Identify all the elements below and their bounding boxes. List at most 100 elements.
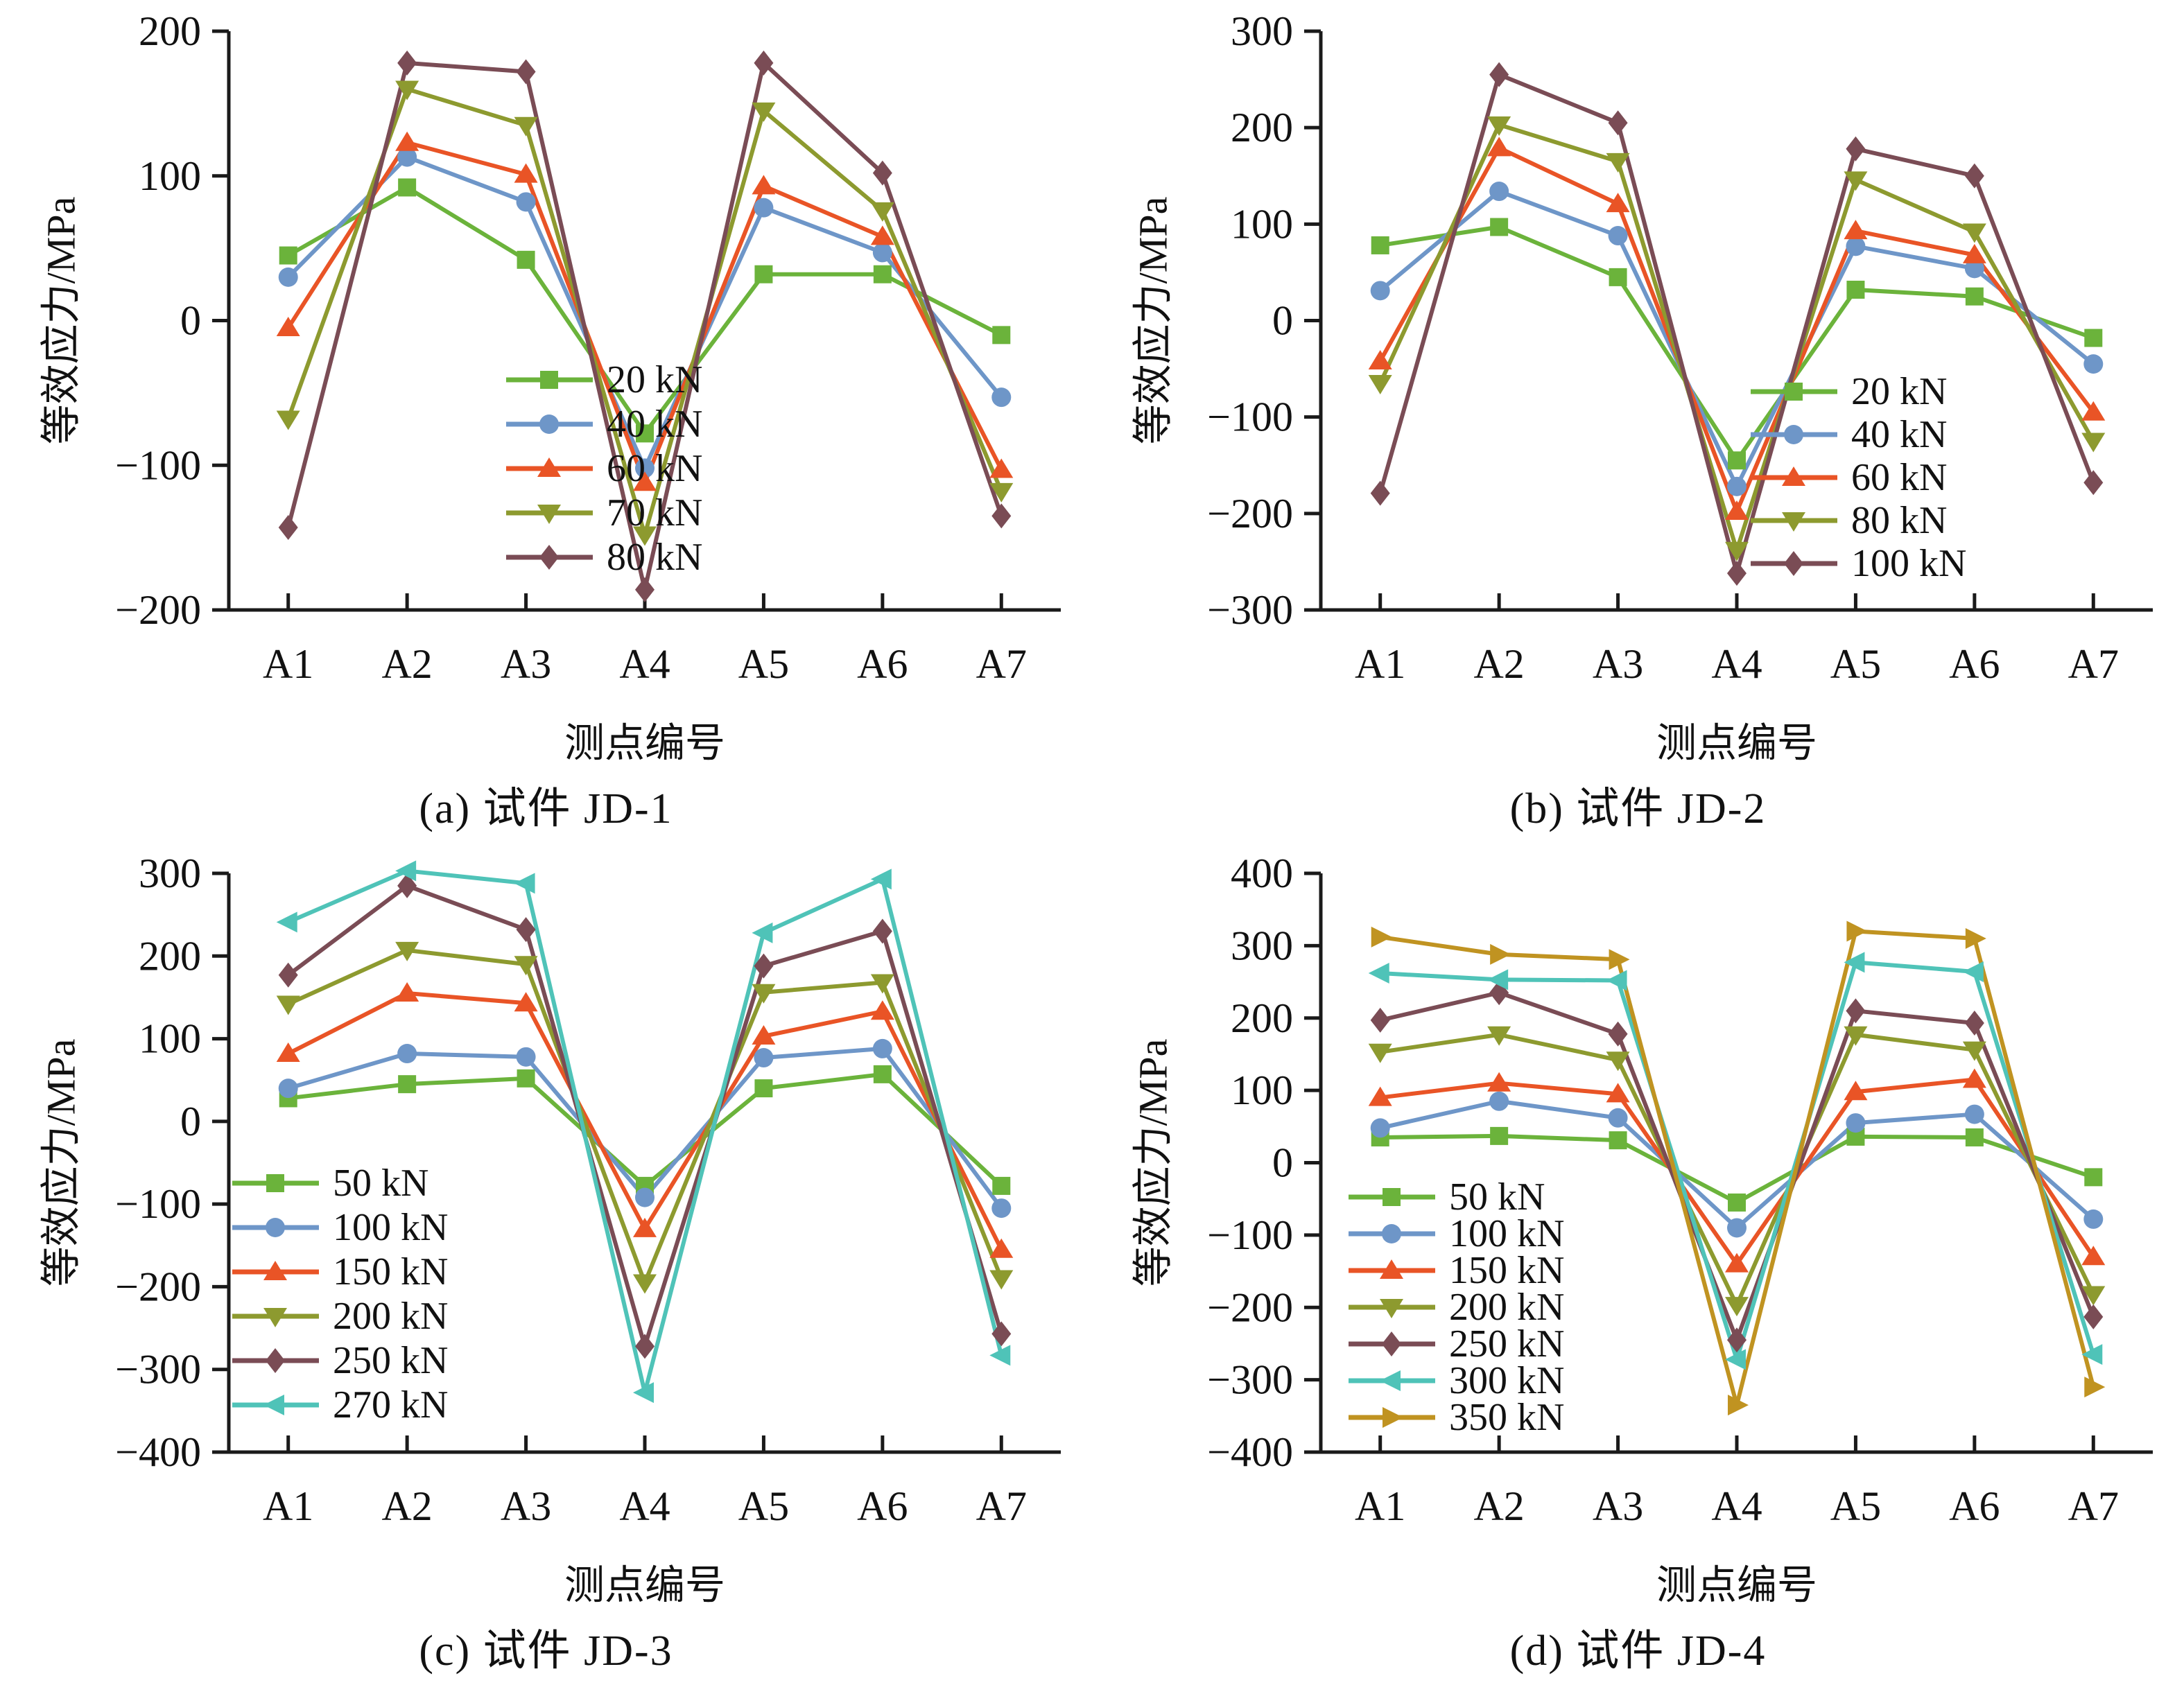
square-marker <box>279 246 297 265</box>
x-tick-label: A6 <box>1949 641 2000 687</box>
triangle-right-marker <box>1609 949 1630 970</box>
circle-marker <box>278 267 298 287</box>
triangle-down-marker <box>537 505 561 524</box>
circle-marker <box>1964 259 1984 279</box>
diamond-marker <box>872 918 892 944</box>
triangle-left-marker <box>633 1382 654 1404</box>
x-tick-label: A5 <box>738 1483 789 1529</box>
triangle-down-marker <box>1844 1026 1868 1046</box>
diamond-marker <box>1382 1332 1401 1356</box>
diamond-marker <box>754 953 774 979</box>
triangle-down-marker <box>870 974 894 994</box>
series-line <box>1378 189 2096 489</box>
triangle-left-marker <box>514 873 535 894</box>
triangle-left-marker <box>1487 969 1509 990</box>
legend-label: 150 kN <box>333 1250 448 1293</box>
square-marker <box>754 265 773 283</box>
chart-c-caption: (c) 试件 JD-3 <box>419 1627 673 1675</box>
legend-label: 20 kN <box>1851 370 1947 413</box>
square-marker <box>398 1075 417 1094</box>
x-tick-label: A5 <box>1830 641 1881 687</box>
triangle-up-marker <box>2081 401 2106 421</box>
triangle-left-marker <box>1368 963 1389 984</box>
triangle-left-marker <box>989 1345 1011 1366</box>
legend-label: 250 kN <box>1449 1322 1564 1365</box>
circle-marker <box>2083 1209 2104 1229</box>
square-marker <box>1728 1193 1746 1212</box>
square-marker <box>1846 280 1865 299</box>
legend-label: 200 kN <box>1449 1286 1564 1329</box>
y-tick-label: 200 <box>139 933 201 979</box>
x-tick-label: A6 <box>857 641 908 687</box>
legend-label: 50 kN <box>333 1162 428 1205</box>
legend-label: 60 kN <box>1851 456 1947 499</box>
x-tick-label: A2 <box>1473 1483 1524 1529</box>
legend-label: 50 kN <box>1449 1176 1545 1219</box>
triangle-up-marker <box>1606 193 1630 213</box>
triangle-up-marker <box>752 1024 776 1045</box>
circle-marker <box>516 192 536 212</box>
circle-marker <box>635 1187 655 1207</box>
y-axis-title: 等效应力/MPa <box>1131 197 1176 445</box>
circle-marker <box>754 198 774 218</box>
triangle-right-marker <box>2084 1377 2106 1398</box>
triangle-down-marker <box>1844 171 1868 191</box>
diamond-marker <box>1370 480 1390 506</box>
x-tick-label: A3 <box>1593 1483 1643 1529</box>
triangle-up-marker <box>395 131 419 151</box>
panel-a: −200 −100 0 100 200 A1 A2 A3 A4 A5 A6 A7 测点编号 等效应力/MP… <box>0 0 1092 842</box>
circle-marker <box>1370 281 1390 301</box>
x-tick-label: A7 <box>2068 1483 2119 1529</box>
triangle-up-marker <box>276 316 300 336</box>
triangle-down-marker <box>1606 1051 1630 1072</box>
square-marker <box>398 178 417 197</box>
circle-marker <box>1370 1118 1390 1138</box>
triangle-down-marker <box>276 995 300 1015</box>
triangle-right-marker <box>1728 1395 1749 1416</box>
diamond-marker <box>1489 62 1509 87</box>
triangle-up-marker <box>1487 137 1511 157</box>
circle-marker <box>1489 182 1509 202</box>
y-tick-label: −300 <box>1207 587 1293 633</box>
circle-marker <box>2083 354 2104 374</box>
panel-b: −300 −200 −100 0 100 200 300 A1 A2 A3 A4 A5 A6 A7 测点编号… <box>1092 0 2184 842</box>
triangle-up-marker <box>514 992 538 1012</box>
diamond-marker <box>1727 1327 1747 1353</box>
triangle-up-marker <box>2081 1246 2106 1266</box>
legend-label: 100 kN <box>1449 1212 1564 1255</box>
triangle-up-marker <box>276 1042 300 1063</box>
y-tick-label: 100 <box>1231 201 1293 247</box>
circle-marker <box>1727 1218 1747 1238</box>
triangle-up-marker <box>1844 1081 1868 1101</box>
circle-marker <box>872 243 892 263</box>
panel-d: −400 −300 −200 −100 0 100 200 300 400 A1 A2 A3 A4 A5 A… <box>1092 842 2184 1685</box>
diamond-marker <box>516 917 536 943</box>
triangle-up-marker <box>1606 1083 1630 1103</box>
diamond-marker <box>1608 1021 1628 1047</box>
square-marker <box>1383 1188 1401 1206</box>
circle-marker <box>991 1198 1012 1219</box>
diamond-marker <box>516 59 536 85</box>
x-tick-label: A1 <box>263 641 313 687</box>
triangle-right-marker <box>1490 943 1511 965</box>
circle-marker <box>397 147 417 167</box>
square-marker <box>1609 268 1627 286</box>
diamond-marker <box>1964 1011 1984 1036</box>
triangle-down-marker <box>1606 152 1630 173</box>
x-tick-label: A3 <box>501 641 551 687</box>
x-tick-label: A3 <box>1593 641 1643 687</box>
circle-marker <box>1489 1091 1509 1111</box>
triangle-up-marker <box>1725 1252 1749 1273</box>
diamond-marker <box>1846 998 1866 1024</box>
chart-b-caption: (b) 试件 JD-2 <box>1509 785 1767 832</box>
triangle-down-marker <box>1487 116 1511 136</box>
x-tick-label: A6 <box>857 1483 908 1529</box>
y-tick-label: 0 <box>1272 298 1293 344</box>
legend-label: 40 kN <box>607 403 702 446</box>
diamond-marker <box>635 577 655 602</box>
triangle-up-marker <box>514 163 538 183</box>
square-marker <box>2084 1168 2103 1187</box>
legend-label: 250 kN <box>333 1339 448 1382</box>
diamond-marker <box>991 503 1012 529</box>
